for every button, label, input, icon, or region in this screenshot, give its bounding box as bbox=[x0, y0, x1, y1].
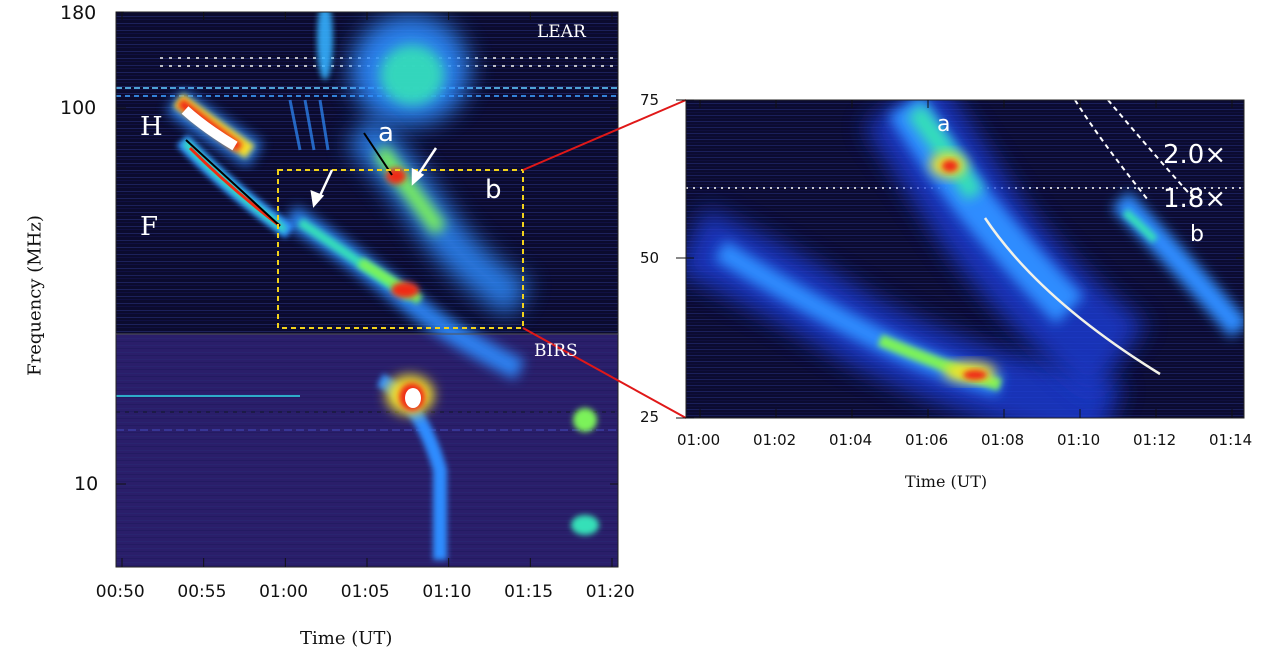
left-ytick-180: 180 bbox=[60, 2, 97, 24]
right-x-axis-title: Time (UT) bbox=[905, 472, 988, 491]
right-ytick-25: 25 bbox=[640, 408, 660, 426]
x-tick-label: 01:14 bbox=[1209, 431, 1253, 449]
zoom-box bbox=[277, 169, 524, 329]
x-tick-label: 01:10 bbox=[422, 582, 472, 602]
x-tick-label: 01:08 bbox=[981, 431, 1025, 449]
x-tick-label: 00:50 bbox=[95, 582, 145, 602]
label-b-right: b bbox=[1190, 222, 1204, 247]
x-tick-label: 01:15 bbox=[504, 582, 554, 602]
x-tick-label: 01:00 bbox=[677, 431, 721, 449]
right-x-ticks bbox=[699, 100, 1233, 418]
x-tick-label: 01:06 bbox=[905, 431, 949, 449]
connector-top bbox=[522, 99, 687, 171]
x-tick-label: 00:55 bbox=[177, 582, 227, 602]
left-x-ticks bbox=[121, 12, 613, 567]
right-ytick-50: 50 bbox=[640, 249, 660, 267]
fit-curve bbox=[983, 217, 1161, 376]
label-a-left: a bbox=[378, 118, 394, 148]
right-plot-frame bbox=[685, 99, 1245, 419]
x-tick-label: 01:00 bbox=[259, 582, 309, 602]
label-1-8x: 1.8× bbox=[1163, 184, 1227, 214]
label-f: F bbox=[140, 212, 159, 242]
label-b-left: b bbox=[485, 175, 502, 205]
birs-label: BIRS bbox=[534, 341, 578, 361]
x-tick-label: 01:02 bbox=[753, 431, 797, 449]
left-ytick-10: 10 bbox=[74, 473, 99, 495]
x-tick-label: 01:10 bbox=[1057, 431, 1101, 449]
arrow-markers bbox=[310, 147, 438, 208]
x-tick-label: 01:05 bbox=[340, 582, 390, 602]
fit-line-f bbox=[185, 139, 281, 227]
fit-line-a bbox=[363, 132, 393, 176]
lear-label: LEAR bbox=[537, 22, 586, 42]
x-tick-label: 01:04 bbox=[829, 431, 873, 449]
left-y-axis-title: Frequency (MHz) bbox=[24, 215, 46, 376]
label-h: H bbox=[140, 112, 163, 142]
model-curve-1-8 bbox=[1107, 100, 1196, 201]
label-a-right: a bbox=[937, 112, 951, 137]
model-curve-2-0 bbox=[1074, 100, 1149, 201]
label-2-0x: 2.0× bbox=[1163, 140, 1227, 170]
left-spectrogram bbox=[116, 12, 618, 567]
x-tick-label: 01:20 bbox=[585, 582, 635, 602]
left-ytick-100: 100 bbox=[60, 97, 97, 119]
right-spectrogram bbox=[686, 100, 1244, 418]
right-ytick-75: 75 bbox=[640, 91, 660, 109]
left-x-axis-title: Time (UT) bbox=[300, 628, 393, 649]
x-tick-label: 01:12 bbox=[1133, 431, 1177, 449]
connector-bottom bbox=[522, 327, 687, 419]
